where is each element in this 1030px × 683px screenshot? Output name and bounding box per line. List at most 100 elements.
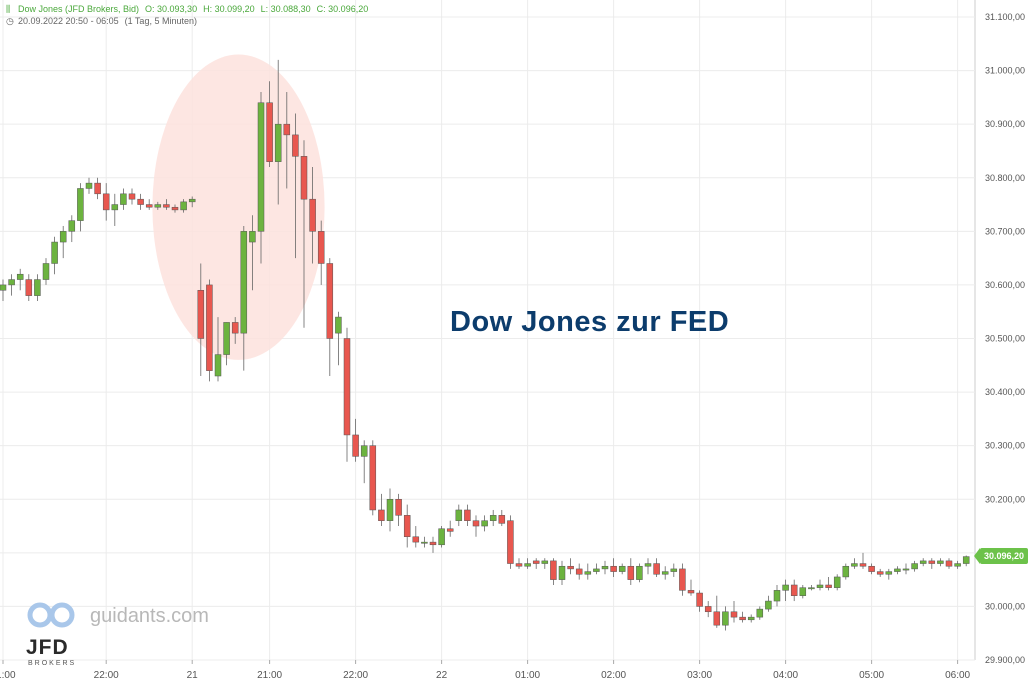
candle-body — [687, 590, 695, 594]
candle — [739, 611, 746, 623]
candle — [352, 418, 359, 462]
candle — [429, 536, 437, 553]
candle-body — [507, 520, 514, 564]
candle — [575, 563, 583, 580]
candle-body — [0, 284, 7, 291]
candle-body — [868, 565, 875, 572]
candle-body — [894, 568, 901, 572]
candle — [42, 258, 50, 285]
x-tick-label: 21:00 — [0, 670, 16, 681]
candle — [412, 526, 420, 548]
candle-body — [902, 568, 910, 571]
candle — [343, 327, 351, 462]
candle — [730, 601, 738, 623]
candle-body — [575, 568, 583, 575]
candle-body — [25, 279, 33, 296]
candle-body — [111, 204, 119, 211]
x-tick-label: 22:00 — [94, 670, 119, 681]
candle — [197, 263, 205, 377]
candle — [954, 560, 961, 569]
x-tick-label: 21 — [187, 670, 199, 681]
candle — [489, 509, 497, 527]
interval: (1 Tag, 5 Minuten) — [124, 16, 197, 26]
watermark-site: guidants.com — [90, 605, 209, 627]
candle — [249, 215, 256, 291]
candle — [438, 526, 445, 548]
candle — [214, 317, 222, 382]
candle-body — [326, 263, 334, 339]
candle — [558, 560, 566, 585]
highlight-ellipse — [152, 54, 325, 360]
candle-body — [670, 568, 678, 572]
candle-body — [137, 198, 144, 205]
candle-body — [816, 584, 824, 588]
candle — [386, 488, 394, 532]
candle-body — [704, 606, 712, 613]
candle-body — [257, 102, 265, 232]
candle-body — [206, 284, 213, 371]
candle-body — [68, 220, 76, 232]
ohlc-low: L: 30.088,30 — [260, 4, 311, 14]
candle-body — [627, 565, 635, 580]
timerange: 20.09.2022 20:50 - 06:05 — [18, 16, 119, 26]
candle-body — [515, 563, 523, 567]
y-tick-label: 30.900,00 — [985, 119, 1025, 129]
candle-body — [309, 198, 316, 232]
candle — [825, 576, 832, 591]
candle — [231, 317, 239, 344]
candle — [532, 558, 540, 569]
x-axis: 21:00 22:00 21 21:00 22:00 22 01:00 02:00 03:00 0… — [0, 660, 971, 681]
candle-body — [808, 587, 815, 590]
clock-icon: ◷ — [6, 16, 14, 26]
candle — [111, 193, 119, 226]
y-tick-label: 30.400,00 — [985, 387, 1025, 397]
candle-body — [696, 592, 703, 607]
y-tick-label: 30.300,00 — [985, 441, 1025, 451]
candle-body — [859, 563, 867, 567]
candles — [0, 59, 970, 631]
candle — [266, 81, 273, 168]
candle — [283, 92, 291, 189]
candle — [25, 274, 33, 301]
candle-body — [610, 565, 617, 572]
candle-body — [765, 600, 772, 610]
candle — [0, 279, 7, 301]
candle — [773, 584, 781, 607]
candle — [859, 552, 867, 569]
candle-body — [464, 509, 471, 521]
candle — [833, 574, 841, 591]
y-tick-label: 30.800,00 — [985, 173, 1025, 183]
candle — [498, 509, 506, 527]
candle — [145, 199, 153, 210]
candle — [919, 558, 927, 567]
candle-body — [421, 541, 428, 544]
candle-body — [438, 528, 445, 546]
candle-body — [240, 231, 248, 334]
candle-body — [223, 322, 230, 355]
candle-body — [653, 563, 660, 575]
candle-body — [911, 563, 918, 570]
candle — [584, 563, 592, 580]
candle — [274, 59, 282, 205]
x-tick-label: 22:00 — [343, 670, 368, 681]
candle-body — [756, 608, 764, 618]
candle-body — [369, 445, 377, 511]
candle — [696, 590, 703, 612]
candle-body — [945, 560, 953, 567]
candle — [464, 504, 471, 527]
candle-body — [919, 560, 927, 564]
candle-body — [171, 206, 179, 211]
candle — [206, 279, 213, 382]
candle-body — [395, 499, 402, 516]
candle — [257, 92, 265, 264]
candle — [618, 563, 626, 575]
ohlc-high: H: 30.099,20 — [203, 4, 255, 14]
candle-body — [59, 231, 67, 243]
candle-body — [386, 499, 394, 521]
jfd-logo: JFD — [26, 636, 69, 659]
candle — [481, 515, 488, 532]
candle — [636, 563, 643, 583]
candle-body — [524, 563, 531, 567]
jfd-logo-sub: BROKERS — [28, 660, 77, 667]
candle — [876, 568, 884, 577]
